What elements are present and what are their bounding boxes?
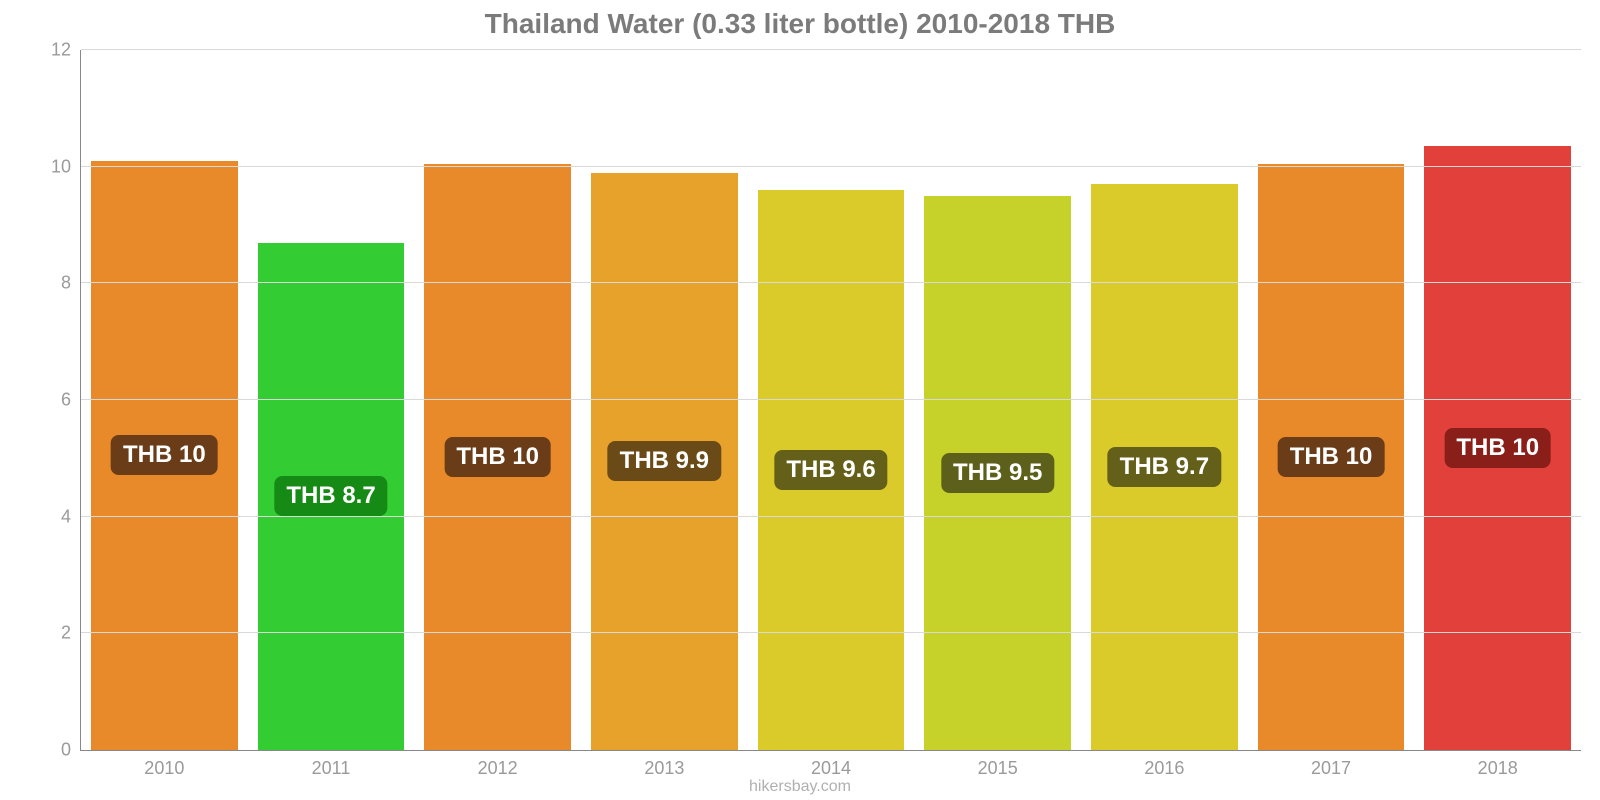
value-badge: THB 9.9	[608, 441, 721, 481]
bar-slot: THB 102018	[1414, 50, 1581, 750]
x-tick-label: 2010	[144, 758, 184, 779]
x-tick-label: 2017	[1311, 758, 1351, 779]
bar: THB 9.9	[591, 173, 738, 751]
bar: THB 10	[91, 161, 238, 750]
chart-title: Thailand Water (0.33 liter bottle) 2010-…	[0, 8, 1600, 40]
x-tick-label: 2014	[811, 758, 851, 779]
x-tick-label: 2018	[1478, 758, 1518, 779]
value-badge: THB 10	[1278, 437, 1385, 477]
bar-slot: THB 9.92013	[581, 50, 748, 750]
plot-area: THB 102010THB 8.72011THB 102012THB 9.920…	[80, 50, 1581, 751]
y-tick-label: 6	[61, 390, 81, 411]
bar: THB 10	[1258, 164, 1405, 750]
credit-text: hikersbay.com	[0, 778, 1600, 796]
x-tick-label: 2011	[312, 758, 351, 779]
value-badge: THB 9.5	[941, 453, 1054, 493]
x-tick-label: 2013	[644, 758, 684, 779]
x-tick-label: 2012	[478, 758, 518, 779]
x-tick-label: 2016	[1144, 758, 1184, 779]
bar-slot: THB 9.62014	[748, 50, 915, 750]
y-tick-label: 0	[61, 740, 81, 761]
value-badge: THB 9.7	[1108, 447, 1221, 487]
bar: THB 10	[1424, 146, 1571, 750]
y-tick-label: 4	[61, 506, 81, 527]
bar: THB 9.7	[1091, 184, 1238, 750]
bar: THB 9.6	[758, 190, 905, 750]
bar-slot: THB 102010	[81, 50, 248, 750]
gridline	[81, 49, 1581, 50]
bar-slot: THB 8.72011	[248, 50, 415, 750]
chart-container: Thailand Water (0.33 liter bottle) 2010-…	[0, 0, 1600, 800]
gridline	[81, 399, 1581, 400]
bar-slot: THB 102017	[1248, 50, 1415, 750]
gridline	[81, 516, 1581, 517]
bar-slot: THB 9.52015	[914, 50, 1081, 750]
y-tick-label: 10	[51, 156, 81, 177]
value-badge: THB 10	[111, 435, 218, 475]
bar: THB 10	[424, 164, 571, 750]
bar: THB 9.5	[924, 196, 1071, 750]
gridline	[81, 166, 1581, 167]
value-badge: THB 10	[444, 437, 551, 477]
y-tick-label: 12	[51, 40, 81, 61]
value-badge: THB 10	[1444, 428, 1551, 468]
y-tick-label: 8	[61, 273, 81, 294]
value-badge: THB 8.7	[274, 476, 387, 516]
gridline	[81, 282, 1581, 283]
x-tick-label: 2015	[978, 758, 1018, 779]
gridline	[81, 632, 1581, 633]
bar-slot: THB 9.72016	[1081, 50, 1248, 750]
bar-slot: THB 102012	[414, 50, 581, 750]
y-tick-label: 2	[61, 623, 81, 644]
bar: THB 8.7	[258, 243, 405, 751]
value-badge: THB 9.6	[774, 450, 887, 490]
bars-group: THB 102010THB 8.72011THB 102012THB 9.920…	[81, 50, 1581, 750]
